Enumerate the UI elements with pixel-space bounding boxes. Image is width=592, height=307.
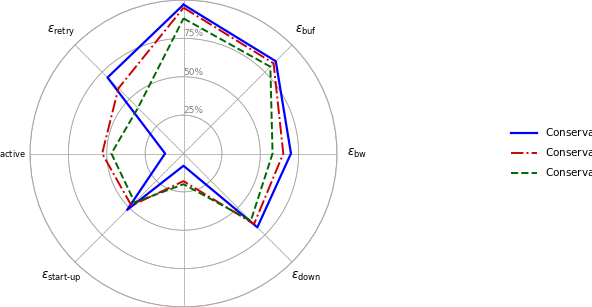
Conservative, $S_d = 20$ s — [108, 152, 115, 155]
Conservative, $S_d = 5$ s — [254, 225, 261, 229]
Conservative, $S_d = 10$ s — [115, 87, 122, 90]
Conservative, $S_d = 10$ s — [128, 204, 135, 208]
Conservative, $S_d = 20$ s — [247, 219, 255, 223]
Conservative, $S_d = 5$ s — [180, 3, 187, 6]
Conservative, $S_d = 5$ s — [180, 3, 187, 6]
Legend: Conservative, $S_d = 5$ s, Conservative, $S_d = 10$ s, Conservative, $S_d = 20$ : Conservative, $S_d = 5$ s, Conservative,… — [511, 126, 592, 181]
Conservative, $S_d = 20$ s — [180, 182, 187, 186]
Conservative, $S_d = 5$ s — [272, 59, 279, 63]
Conservative, $S_d = 10$ s — [180, 179, 187, 183]
Conservative, $S_d = 5$ s — [124, 208, 131, 212]
Conservative, $S_d = 20$ s — [269, 152, 276, 155]
Conservative, $S_d = 5$ s — [288, 152, 295, 155]
Line: Conservative, $S_d = 20$ s: Conservative, $S_d = 20$ s — [111, 18, 272, 221]
Conservative, $S_d = 5$ s — [162, 152, 169, 155]
Line: Conservative, $S_d = 5$ s: Conservative, $S_d = 5$ s — [108, 5, 291, 227]
Conservative, $S_d = 10$ s — [180, 6, 187, 10]
Conservative, $S_d = 20$ s — [180, 17, 187, 20]
Conservative, $S_d = 10$ s — [280, 152, 287, 155]
Conservative, $S_d = 20$ s — [134, 106, 141, 110]
Conservative, $S_d = 10$ s — [250, 222, 258, 226]
Conservative, $S_d = 10$ s — [270, 62, 277, 65]
Conservative, $S_d = 5$ s — [104, 76, 111, 80]
Conservative, $S_d = 10$ s — [99, 152, 106, 155]
Conservative, $S_d = 5$ s — [180, 164, 187, 168]
Line: Conservative, $S_d = 10$ s: Conservative, $S_d = 10$ s — [102, 8, 284, 224]
Conservative, $S_d = 20$ s — [267, 65, 274, 68]
Conservative, $S_d = 10$ s — [180, 6, 187, 10]
Conservative, $S_d = 20$ s — [131, 200, 138, 204]
Conservative, $S_d = 20$ s — [180, 17, 187, 20]
